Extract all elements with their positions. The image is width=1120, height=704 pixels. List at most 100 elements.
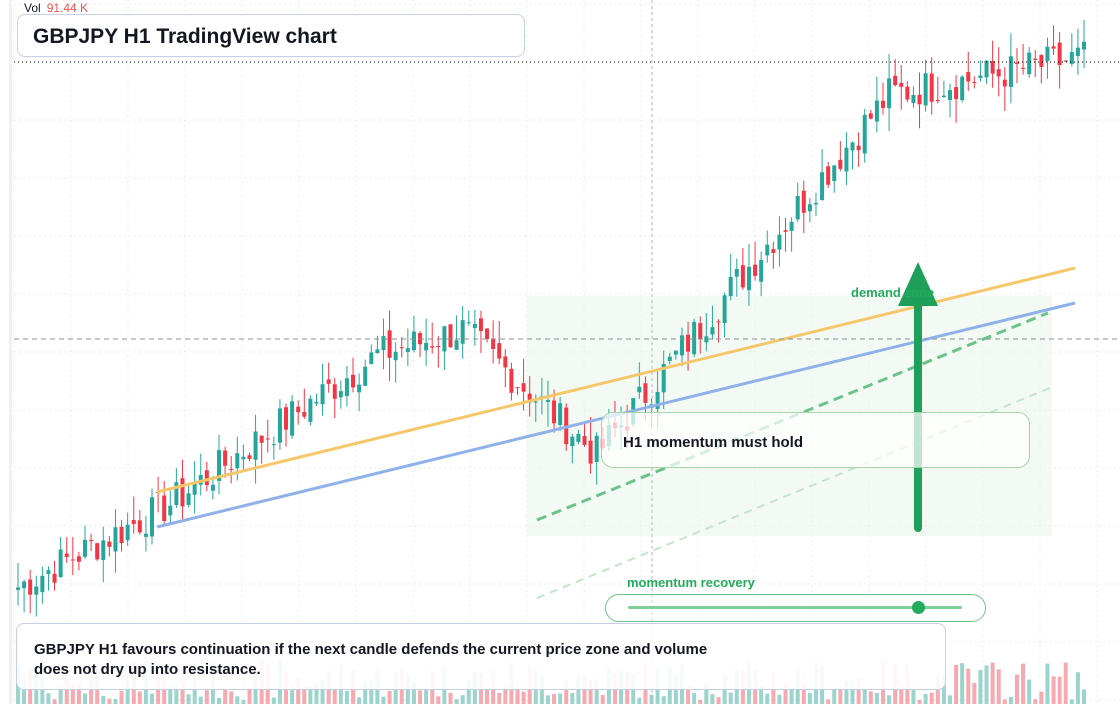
candle-body	[125, 524, 130, 541]
candle-body	[442, 326, 447, 352]
candle-body	[740, 265, 745, 288]
volume-bar	[89, 679, 94, 704]
volume-bar	[807, 693, 812, 704]
momentum-slider-knob[interactable]	[912, 601, 926, 614]
volume-bar	[789, 688, 794, 704]
volume-bar	[698, 699, 703, 704]
candle-body	[545, 400, 550, 403]
candle-body	[95, 543, 100, 560]
candle-body	[941, 95, 946, 98]
candle-body	[217, 450, 222, 481]
volume-bar	[783, 683, 788, 704]
volume-bar	[381, 696, 386, 704]
volume-bar	[716, 697, 721, 704]
candle-body	[101, 540, 106, 560]
analysis-note-card: GBPJPY H1 favours continuation if the ne…	[16, 623, 946, 690]
candle-body	[874, 100, 879, 122]
candle-body	[466, 322, 471, 324]
volume-bar	[704, 683, 709, 704]
candle-body	[704, 336, 709, 343]
volume-bar	[466, 680, 471, 704]
volume-bar	[302, 685, 307, 704]
candle-body	[771, 249, 776, 253]
volume-bar	[552, 694, 557, 704]
volume-bar	[290, 686, 295, 704]
candle-body	[1033, 58, 1038, 60]
candle-body	[460, 320, 465, 344]
volume-bar	[637, 697, 642, 704]
volume-bar	[369, 680, 374, 704]
candle-body	[34, 586, 39, 595]
candle-body	[899, 82, 904, 87]
candle-body	[698, 323, 703, 339]
volume-bar	[344, 691, 349, 704]
candle-body	[1075, 47, 1080, 57]
volume-bar	[101, 695, 106, 704]
candle-body	[765, 244, 770, 256]
candle-body	[448, 324, 453, 348]
volume-bar	[515, 687, 520, 704]
volume-bar	[363, 681, 368, 704]
volume-bar	[1057, 676, 1062, 704]
volume-bar	[174, 684, 179, 704]
candle-body	[990, 60, 995, 74]
vol-label: Vol	[24, 1, 41, 15]
candle-body	[296, 406, 301, 413]
volume-bar	[941, 675, 946, 704]
volume-bar	[271, 697, 276, 704]
candle-body	[70, 559, 75, 561]
volume-bar	[558, 693, 563, 704]
candle-body	[856, 145, 861, 151]
volume-bar	[686, 685, 691, 704]
volume-bar	[217, 697, 222, 704]
candle-body	[893, 75, 898, 86]
candle-body	[210, 484, 215, 491]
volume-bar	[1033, 699, 1038, 704]
candle-body	[76, 556, 81, 562]
candle-body	[789, 221, 794, 231]
candle-body	[277, 408, 282, 443]
volume-bar	[387, 690, 392, 704]
volume-bar	[119, 690, 124, 704]
candle-body	[820, 172, 825, 200]
volume-bar	[448, 692, 453, 704]
volume-bar	[83, 693, 88, 704]
volume-bar	[966, 668, 971, 704]
volume-bar	[600, 695, 605, 704]
volume-bar	[454, 699, 459, 704]
candle-body	[880, 100, 885, 108]
candle-body	[1063, 60, 1068, 62]
candle-body	[905, 86, 910, 100]
volume-bar	[564, 680, 569, 704]
volume-bar	[332, 689, 337, 704]
candle-body	[332, 384, 337, 399]
volume-bar	[405, 676, 410, 704]
volume-bar	[1069, 699, 1074, 704]
candle-body	[795, 195, 800, 220]
volume-bar	[911, 686, 916, 704]
candle-body	[813, 202, 818, 205]
candle-body	[119, 526, 124, 544]
volume-bar	[485, 686, 490, 704]
candle-body	[290, 401, 295, 436]
candle-body	[491, 339, 496, 349]
candle-body	[363, 366, 368, 386]
volume-bar	[521, 691, 526, 704]
volume-bar	[1002, 699, 1007, 704]
volume-bar	[168, 686, 173, 704]
candle-body	[16, 587, 20, 590]
volume-bar	[314, 683, 319, 704]
candle-body	[454, 340, 459, 350]
candle-body	[1027, 52, 1032, 75]
volume-bar	[46, 693, 51, 704]
vol-value: 91.44 K	[46, 1, 89, 15]
candle-body	[527, 393, 532, 403]
candle-body	[168, 505, 173, 516]
volume-bar	[1039, 691, 1044, 704]
volume-bar	[661, 696, 666, 704]
candle-body	[716, 321, 721, 323]
volume-bar	[1063, 662, 1068, 704]
candle-body	[533, 401, 538, 403]
candle-body	[1051, 46, 1056, 49]
candle-body	[436, 345, 441, 347]
